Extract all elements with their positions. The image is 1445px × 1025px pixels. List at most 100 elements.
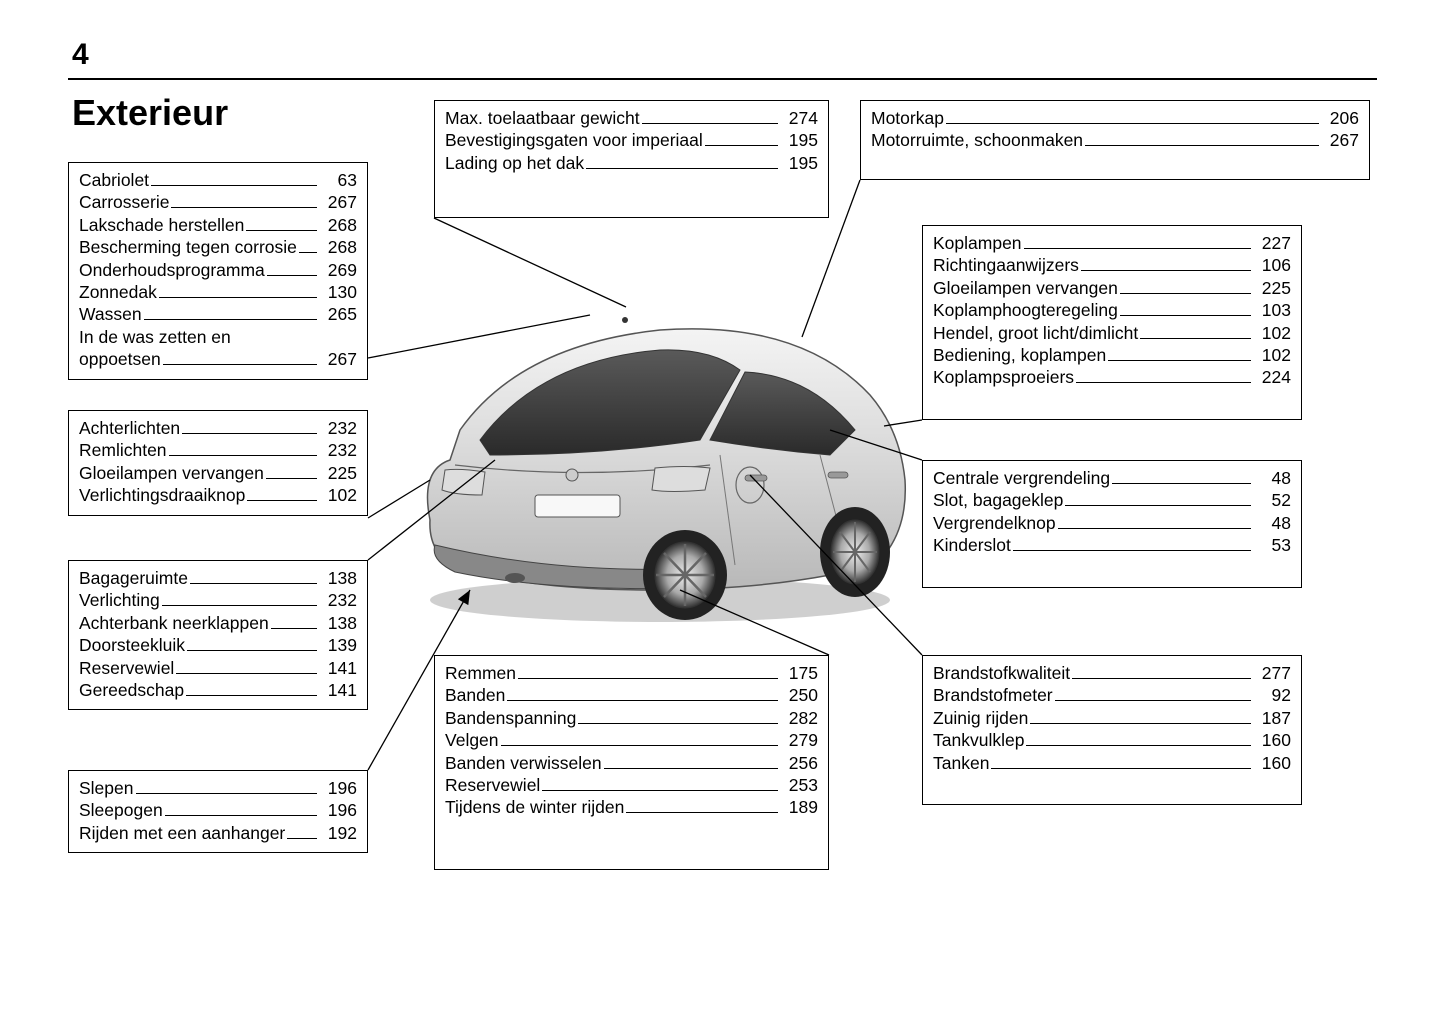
index-entry: Brandstofmeter92 xyxy=(933,684,1291,706)
index-label: Koplamphoogteregeling xyxy=(933,299,1118,321)
index-entry: Wassen265 xyxy=(79,303,357,325)
index-entry: Hendel, groot licht/dimlicht 102 xyxy=(933,322,1291,344)
index-label: Zuinig rijden xyxy=(933,707,1028,729)
leader-line-icon xyxy=(266,478,317,479)
leader-line-icon xyxy=(190,583,317,584)
leader-line-icon xyxy=(186,695,317,696)
page-ref: 195 xyxy=(780,129,818,151)
index-entry: Max. toelaatbaar gewicht274 xyxy=(445,107,818,129)
leader-line-icon xyxy=(586,168,778,169)
page-ref: 53 xyxy=(1253,534,1291,556)
leader-line-icon xyxy=(246,230,317,231)
index-label: Remmen xyxy=(445,662,516,684)
index-label: Remlichten xyxy=(79,439,167,461)
index-entry: Slot, bagageklep 52 xyxy=(933,489,1291,511)
index-label: Wassen xyxy=(79,303,142,325)
box-cabriolet: Cabriolet63Carrosserie267Lakschade herst… xyxy=(68,162,368,380)
index-label: Bediening, koplampen xyxy=(933,344,1106,366)
index-entry: Slepen196 xyxy=(79,777,357,799)
index-entry: Zuinig rijden 187 xyxy=(933,707,1291,729)
leader-line-icon xyxy=(1120,315,1251,316)
index-entry: Bevestigingsgaten voor imperiaal195 xyxy=(445,129,818,151)
box-remmen: Remmen175Banden250Bandenspanning282Velge… xyxy=(434,655,829,870)
index-label: Richtingaanwijzers xyxy=(933,254,1079,276)
index-label: Bagageruimte xyxy=(79,567,188,589)
index-entry: Gloeilampen vervangen225 xyxy=(79,462,357,484)
page-ref: 227 xyxy=(1253,232,1291,254)
index-entry: Gloeilampen vervangen225 xyxy=(933,277,1291,299)
leader-line-icon xyxy=(267,275,317,276)
leader-line-icon xyxy=(946,123,1319,124)
page-ref: 130 xyxy=(319,281,357,303)
index-entry: Verlichtingsdraaiknop102 xyxy=(79,484,357,506)
index-entry: Motorkap 206 xyxy=(871,107,1359,129)
leader-line-icon xyxy=(507,700,778,701)
index-label: Centrale vergrendeling xyxy=(933,467,1110,489)
leader-line-icon xyxy=(136,793,318,794)
page-ref: 138 xyxy=(319,567,357,589)
index-label: Velgen xyxy=(445,729,499,751)
index-label: Brandstofkwaliteit xyxy=(933,662,1070,684)
leader-line-icon xyxy=(1120,293,1251,294)
page-ref: 282 xyxy=(780,707,818,729)
page-ref: 103 xyxy=(1253,299,1291,321)
page-ref: 141 xyxy=(319,657,357,679)
index-label: Brandstofmeter xyxy=(933,684,1053,706)
page-ref: 268 xyxy=(319,214,357,236)
leader-line-icon xyxy=(247,500,317,501)
leader-line-icon xyxy=(705,145,778,146)
page-ref: 267 xyxy=(319,348,357,370)
index-entry: Kinderslot 53 xyxy=(933,534,1291,556)
index-label: Hendel, groot licht/dimlicht xyxy=(933,322,1138,344)
page-ref: 267 xyxy=(319,191,357,213)
page-ref: 48 xyxy=(1253,512,1291,534)
page-ref: 187 xyxy=(1253,707,1291,729)
leader-line-icon xyxy=(187,650,317,651)
leader-line-icon xyxy=(182,433,317,434)
page-ref: 102 xyxy=(319,484,357,506)
index-label: Verlichting xyxy=(79,589,160,611)
index-label: Sleepogen xyxy=(79,799,163,821)
index-label: Achterbank neerklappen xyxy=(79,612,269,634)
index-entry: Zonnedak 130 xyxy=(79,281,357,303)
index-label: Slot, bagageklep xyxy=(933,489,1063,511)
page-ref: 192 xyxy=(319,822,357,844)
horizontal-rule xyxy=(68,78,1377,80)
leader-line-icon xyxy=(1026,745,1251,746)
page-ref: 52 xyxy=(1253,489,1291,511)
leader-line-icon xyxy=(1024,248,1251,249)
page-ref: 269 xyxy=(319,259,357,281)
index-label: Tanken xyxy=(933,752,989,774)
index-entry: Achterlichten232 xyxy=(79,417,357,439)
page-ref: 206 xyxy=(1321,107,1359,129)
index-entry: Centrale vergrendeling48 xyxy=(933,467,1291,489)
page-ref: 279 xyxy=(780,729,818,751)
index-entry: Koplamphoogteregeling 103 xyxy=(933,299,1291,321)
leader-line-icon xyxy=(169,455,317,456)
leader-line-icon xyxy=(1076,382,1251,383)
leader-line-icon xyxy=(642,123,778,124)
page-ref: 160 xyxy=(1253,729,1291,751)
index-label: Kinderslot xyxy=(933,534,1011,556)
page-ref: 102 xyxy=(1253,322,1291,344)
leader-line-icon xyxy=(287,838,317,839)
index-entry: Bagageruimte 138 xyxy=(79,567,357,589)
leader-line-icon xyxy=(991,768,1251,769)
box-motorkap: Motorkap206Motorruimte, schoonmaken267 xyxy=(860,100,1370,180)
index-label: Zonnedak xyxy=(79,281,157,303)
index-label: Motorruimte, schoonmaken xyxy=(871,129,1083,151)
page-ref: 274 xyxy=(780,107,818,129)
leader-line-icon xyxy=(151,185,317,186)
page-ref: 232 xyxy=(319,439,357,461)
leader-line-icon xyxy=(1013,550,1251,551)
index-label: In de was zetten en xyxy=(79,326,357,348)
index-entry: Richtingaanwijzers106 xyxy=(933,254,1291,276)
index-label: Reservewiel xyxy=(79,657,174,679)
leader-line-icon xyxy=(1030,723,1251,724)
leader-line-icon xyxy=(518,678,778,679)
index-entry: Bescherming tegen corrosie268 xyxy=(79,236,357,258)
index-label: Slepen xyxy=(79,777,134,799)
page-ref: 232 xyxy=(319,417,357,439)
index-label: Motorkap xyxy=(871,107,944,129)
leader-line-icon xyxy=(162,605,317,606)
